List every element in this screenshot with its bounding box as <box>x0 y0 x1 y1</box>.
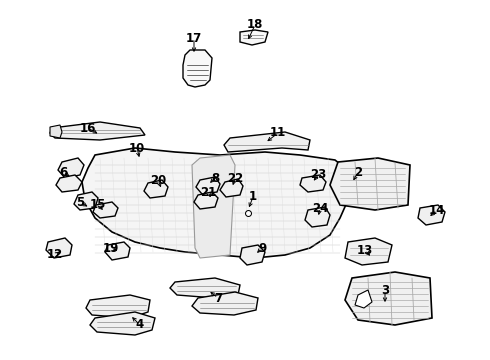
Polygon shape <box>183 50 212 87</box>
Polygon shape <box>220 179 243 197</box>
Polygon shape <box>74 192 98 210</box>
Polygon shape <box>82 148 350 258</box>
Polygon shape <box>240 30 268 45</box>
Polygon shape <box>144 180 168 198</box>
Polygon shape <box>130 150 158 165</box>
Polygon shape <box>345 238 392 265</box>
Polygon shape <box>196 177 220 194</box>
Text: 11: 11 <box>270 126 286 139</box>
Polygon shape <box>58 158 84 178</box>
Polygon shape <box>224 132 310 152</box>
Polygon shape <box>90 312 155 335</box>
Text: 15: 15 <box>90 198 106 211</box>
Text: 6: 6 <box>59 166 67 179</box>
Text: 4: 4 <box>136 319 144 332</box>
Text: 18: 18 <box>247 18 263 31</box>
Polygon shape <box>418 205 445 225</box>
Polygon shape <box>345 272 432 325</box>
Text: 13: 13 <box>357 243 373 256</box>
Polygon shape <box>93 202 118 218</box>
Text: 7: 7 <box>214 292 222 305</box>
Text: 10: 10 <box>129 141 145 154</box>
Text: 5: 5 <box>76 195 84 208</box>
Polygon shape <box>192 292 258 315</box>
Polygon shape <box>56 175 82 192</box>
Polygon shape <box>194 192 218 209</box>
Polygon shape <box>300 175 326 192</box>
Text: 2: 2 <box>354 166 362 179</box>
Text: 16: 16 <box>80 122 96 135</box>
Text: 19: 19 <box>103 242 119 255</box>
Polygon shape <box>86 295 150 318</box>
Polygon shape <box>105 242 130 260</box>
Polygon shape <box>50 125 62 138</box>
Text: 24: 24 <box>312 202 328 215</box>
Text: 17: 17 <box>186 31 202 45</box>
Polygon shape <box>170 278 240 298</box>
Polygon shape <box>305 207 330 227</box>
Text: 1: 1 <box>249 190 257 203</box>
Text: 22: 22 <box>227 171 243 184</box>
Polygon shape <box>240 245 265 265</box>
Polygon shape <box>46 238 72 258</box>
Polygon shape <box>330 158 410 210</box>
Polygon shape <box>355 290 372 308</box>
Text: 23: 23 <box>310 168 326 181</box>
Text: 14: 14 <box>429 203 445 216</box>
Polygon shape <box>50 122 145 140</box>
Polygon shape <box>192 155 235 258</box>
Text: 21: 21 <box>200 185 216 198</box>
Text: 20: 20 <box>150 174 166 186</box>
Text: 8: 8 <box>211 171 219 184</box>
Text: 3: 3 <box>381 284 389 297</box>
Text: 12: 12 <box>47 248 63 261</box>
Text: 9: 9 <box>258 242 266 255</box>
